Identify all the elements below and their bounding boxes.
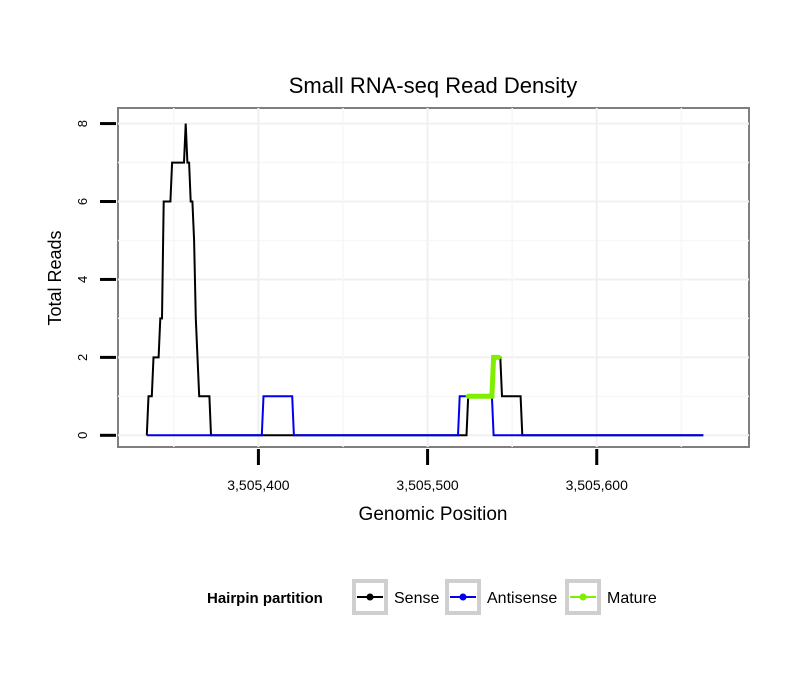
plot-panel bbox=[117, 107, 750, 448]
x-tick-label: 3,505,400 bbox=[227, 477, 289, 493]
axes: 0 2 4 6 8 3,505,400 3,505,500 3,505,600 bbox=[75, 120, 628, 493]
legend-key-point bbox=[366, 593, 374, 601]
legend-entry-sense: Sense bbox=[352, 579, 439, 615]
x-axis-label: Genomic Position bbox=[359, 504, 508, 525]
chart-title: Small RNA-seq Read Density bbox=[289, 73, 578, 98]
legend-label: Sense bbox=[394, 590, 439, 607]
y-tick-label: 6 bbox=[75, 198, 90, 205]
legend-entry-mature: Mature bbox=[565, 579, 657, 615]
series-line-mature bbox=[465, 354, 502, 399]
y-tick-label: 0 bbox=[75, 432, 90, 439]
legend-key-point bbox=[459, 593, 467, 601]
legend-key-point bbox=[579, 593, 587, 601]
series-lines bbox=[145, 123, 704, 437]
gridlines bbox=[118, 108, 749, 447]
legend-title: Hairpin partition bbox=[207, 590, 323, 607]
y-tick-label: 2 bbox=[75, 354, 90, 361]
x-tick-label: 3,505,500 bbox=[396, 477, 458, 493]
legend: Hairpin partition Sense Antisense Mature bbox=[207, 579, 657, 615]
legend-label: Mature bbox=[607, 590, 657, 607]
y-axis-label: Total Reads bbox=[45, 230, 65, 325]
legend-label: Antisense bbox=[487, 590, 557, 607]
series-line-antisense bbox=[146, 395, 704, 437]
y-tick-label: 8 bbox=[75, 120, 90, 127]
x-tick-label: 3,505,600 bbox=[566, 477, 628, 493]
y-tick-label: 4 bbox=[75, 276, 90, 283]
legend-entry-antisense: Antisense bbox=[445, 579, 557, 615]
